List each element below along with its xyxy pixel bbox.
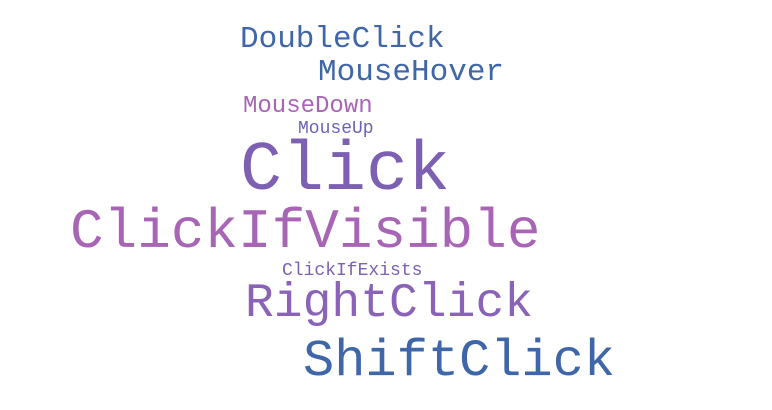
word-mousehover[interactable]: MouseHover <box>318 55 505 90</box>
word-clickifexists[interactable]: ClickIfExists <box>282 261 423 281</box>
word-doubleclick[interactable]: DoubleClick <box>240 22 445 57</box>
word-clickifvisible[interactable]: ClickIfVisible <box>70 200 541 264</box>
word-mouseup[interactable]: MouseUp <box>298 119 374 139</box>
word-rightclick[interactable]: RightClick <box>245 277 534 331</box>
word-click[interactable]: Click <box>240 132 451 211</box>
word-shiftclick[interactable]: ShiftClick <box>303 332 616 391</box>
word-mousedown[interactable]: MouseDown <box>243 93 373 120</box>
